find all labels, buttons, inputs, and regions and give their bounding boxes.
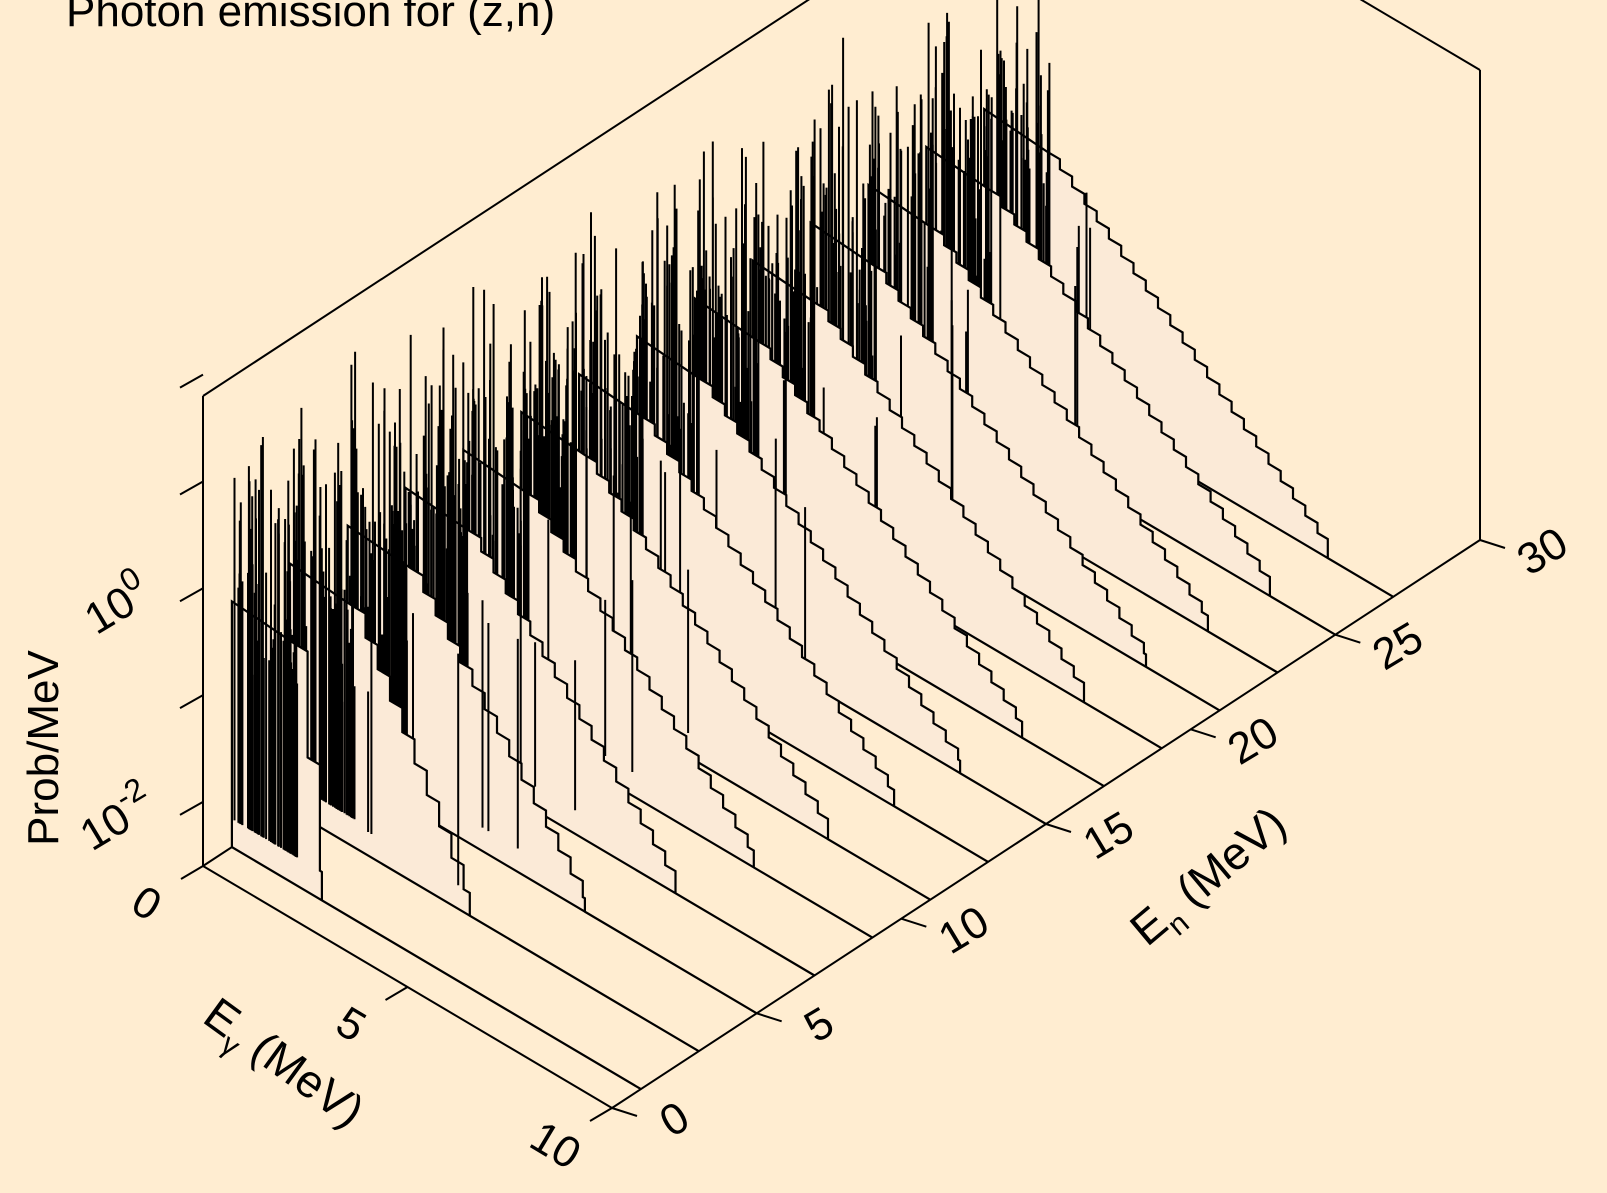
z-axis-label: Prob/MeV xyxy=(19,650,68,846)
y-tick-label: 30 xyxy=(1509,518,1576,585)
y-axis-label: En (MeV) xyxy=(1120,796,1301,962)
box-edge-4 xyxy=(202,0,810,397)
series-en-1 xyxy=(230,437,642,1091)
box-edge-5 xyxy=(1359,0,1481,71)
z-tick-2 xyxy=(179,587,204,603)
y-tick-label: 20 xyxy=(1220,707,1287,774)
x-tick-label: 5 xyxy=(328,997,374,1052)
y-tick-25 xyxy=(1335,633,1361,644)
chart-title: Photon emission for (z,n) xyxy=(66,0,555,36)
x-tick-label: 0 xyxy=(123,876,169,931)
series-envelope xyxy=(346,523,758,1015)
y-tick-label: 10 xyxy=(930,897,997,964)
y-tick-0 xyxy=(611,1107,638,1117)
series-envelope xyxy=(520,410,931,901)
y-tick-10 xyxy=(901,917,927,928)
z-tick-0 xyxy=(179,373,204,389)
z-tick-3 xyxy=(179,694,204,709)
y-tick-15 xyxy=(1045,823,1072,833)
series-gamma-lines xyxy=(233,437,299,858)
x-tick-5 xyxy=(384,986,409,1001)
axis-ticks xyxy=(179,373,1506,1122)
series-envelope xyxy=(462,447,873,939)
y-tick-20 xyxy=(1190,728,1216,739)
series-envelope xyxy=(925,144,1336,636)
waterfall-series xyxy=(230,0,1394,1091)
z-tick-1 xyxy=(179,480,204,496)
series-en-7 xyxy=(404,327,816,977)
y-tick-label: 15 xyxy=(1075,802,1142,869)
z-tick-label: 100 xyxy=(71,559,159,644)
x-tick-label: 10 xyxy=(522,1112,589,1179)
z-tick-4 xyxy=(179,801,204,816)
y-tick-label: 25 xyxy=(1364,613,1431,680)
y-tick-30 xyxy=(1479,539,1506,549)
z-tick-label: 10-2 xyxy=(67,770,164,860)
series-envelope xyxy=(751,258,1163,750)
x-tick-0 xyxy=(180,865,204,880)
x-tick-10 xyxy=(589,1107,613,1122)
series-envelope xyxy=(693,296,1105,788)
y-tick-label: 5 xyxy=(796,998,842,1053)
y-axis-label-unit: (MeV) xyxy=(1156,796,1295,925)
series-envelope xyxy=(867,182,1279,674)
y-tick-label: 0 xyxy=(651,1092,697,1147)
series-envelope xyxy=(404,485,816,977)
series-envelope xyxy=(809,220,1221,712)
y-tick-5 xyxy=(756,1012,782,1023)
series-envelope xyxy=(635,334,1047,825)
